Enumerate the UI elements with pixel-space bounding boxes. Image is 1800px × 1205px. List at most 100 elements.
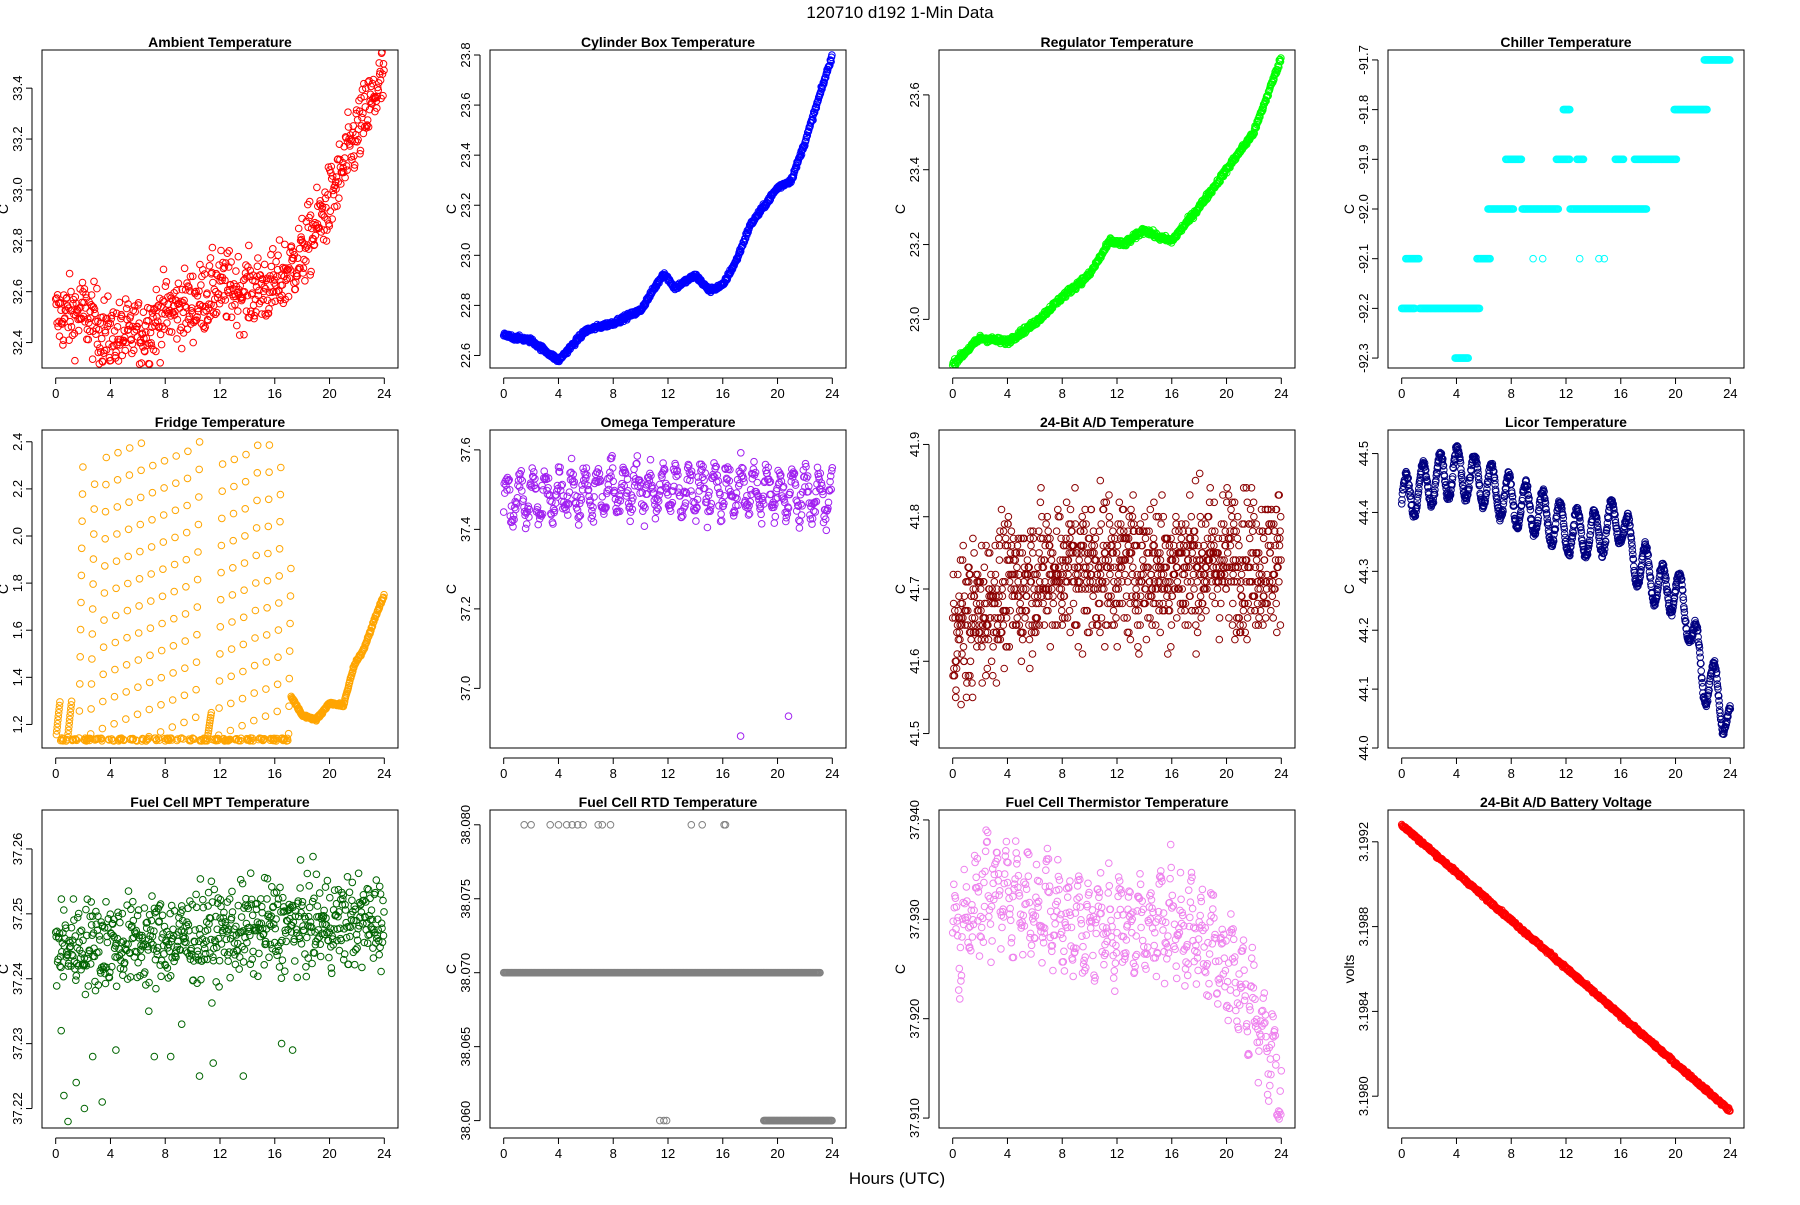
data-point [153,286,160,293]
data-point [772,513,779,520]
x-tick-label: 4 [107,386,114,401]
data-point [182,611,189,618]
panel-title: Ambient Temperature [148,34,292,50]
data-point [77,626,84,633]
data-point [196,466,203,473]
data-point [282,241,289,248]
data-point [1072,485,1079,492]
data-point [265,523,272,530]
data-point [126,445,133,452]
x-tick-label: 4 [107,766,114,781]
data-point [960,644,967,651]
y-tick-label: 37.0 [458,676,473,701]
data-point [76,708,83,715]
data-point [1038,485,1045,492]
x-tick-label: 4 [1453,386,1460,401]
data-point [1150,535,1157,542]
data-point [266,442,273,449]
data-point [1014,564,1021,571]
data-point [98,335,105,342]
data-point [170,670,177,677]
data-point [1037,499,1044,506]
data-point [568,455,575,462]
data-point [138,467,145,474]
data-point [953,687,960,694]
data-point [796,525,803,532]
data-point [1106,521,1113,528]
data-point [1126,629,1133,636]
data-point [113,558,120,565]
data-point [242,478,249,485]
data-point [993,680,1000,687]
y-tick-label: 23.2 [907,232,922,257]
data-point [173,453,180,460]
data-point [124,607,131,614]
data-point [119,352,126,359]
data-point [1116,499,1123,506]
data-point [89,356,96,363]
data-point [126,472,133,479]
x-tick-label: 12 [661,386,675,401]
data-point [295,225,302,232]
data-point [522,525,529,532]
data-point [251,717,258,724]
data-point [270,246,277,253]
data-point [254,263,261,270]
data-point [253,580,260,587]
data-point [207,255,214,262]
data-point [971,550,978,557]
data-point [1110,528,1117,535]
y-tick-label: -92.1 [1356,244,1371,274]
data-point [1122,571,1129,578]
x-tick-label: 12 [1110,386,1124,401]
data-point [194,604,201,611]
data-point [1053,528,1060,535]
data-point [738,450,745,457]
y-tick-label: -92.0 [1356,194,1371,224]
data-point [206,263,213,270]
data-point [1147,506,1154,513]
x-tick-label: 4 [555,386,562,401]
y-tick-label: 32.8 [10,228,25,253]
data-point [785,713,792,720]
data-point [1130,564,1137,571]
data-point [693,518,700,525]
x-tick-label: 20 [322,386,336,401]
data-point [275,627,282,634]
data-point [364,117,371,124]
data-point [599,494,606,501]
data-point [737,733,744,740]
y-axis-label: C [0,584,11,594]
data-point [1085,557,1092,564]
data-point [235,253,242,260]
x-tick-label: 8 [162,766,169,781]
data-point [1066,607,1073,614]
data-point [231,483,238,490]
y-tick-label: 22.6 [458,343,473,368]
data-point [303,258,310,265]
data-point [1045,528,1052,535]
data-point [134,711,141,718]
data-point [1027,665,1034,672]
data-point [125,553,132,560]
data-points [53,439,387,745]
data-point [264,605,271,612]
data-point [252,635,259,642]
y-tick-label: 33.0 [10,177,25,202]
data-point [169,724,176,731]
data-point [183,556,190,563]
y-tick-label: 1.2 [10,715,25,733]
data-point [500,509,507,516]
data-point [79,491,86,498]
data-point [277,518,284,525]
data-point [999,586,1006,593]
data-point [241,331,248,338]
y-tick-label: 22.8 [458,293,473,318]
data-point [114,477,121,484]
data-point [990,672,997,679]
data-point [112,666,119,673]
data-point [160,539,167,546]
